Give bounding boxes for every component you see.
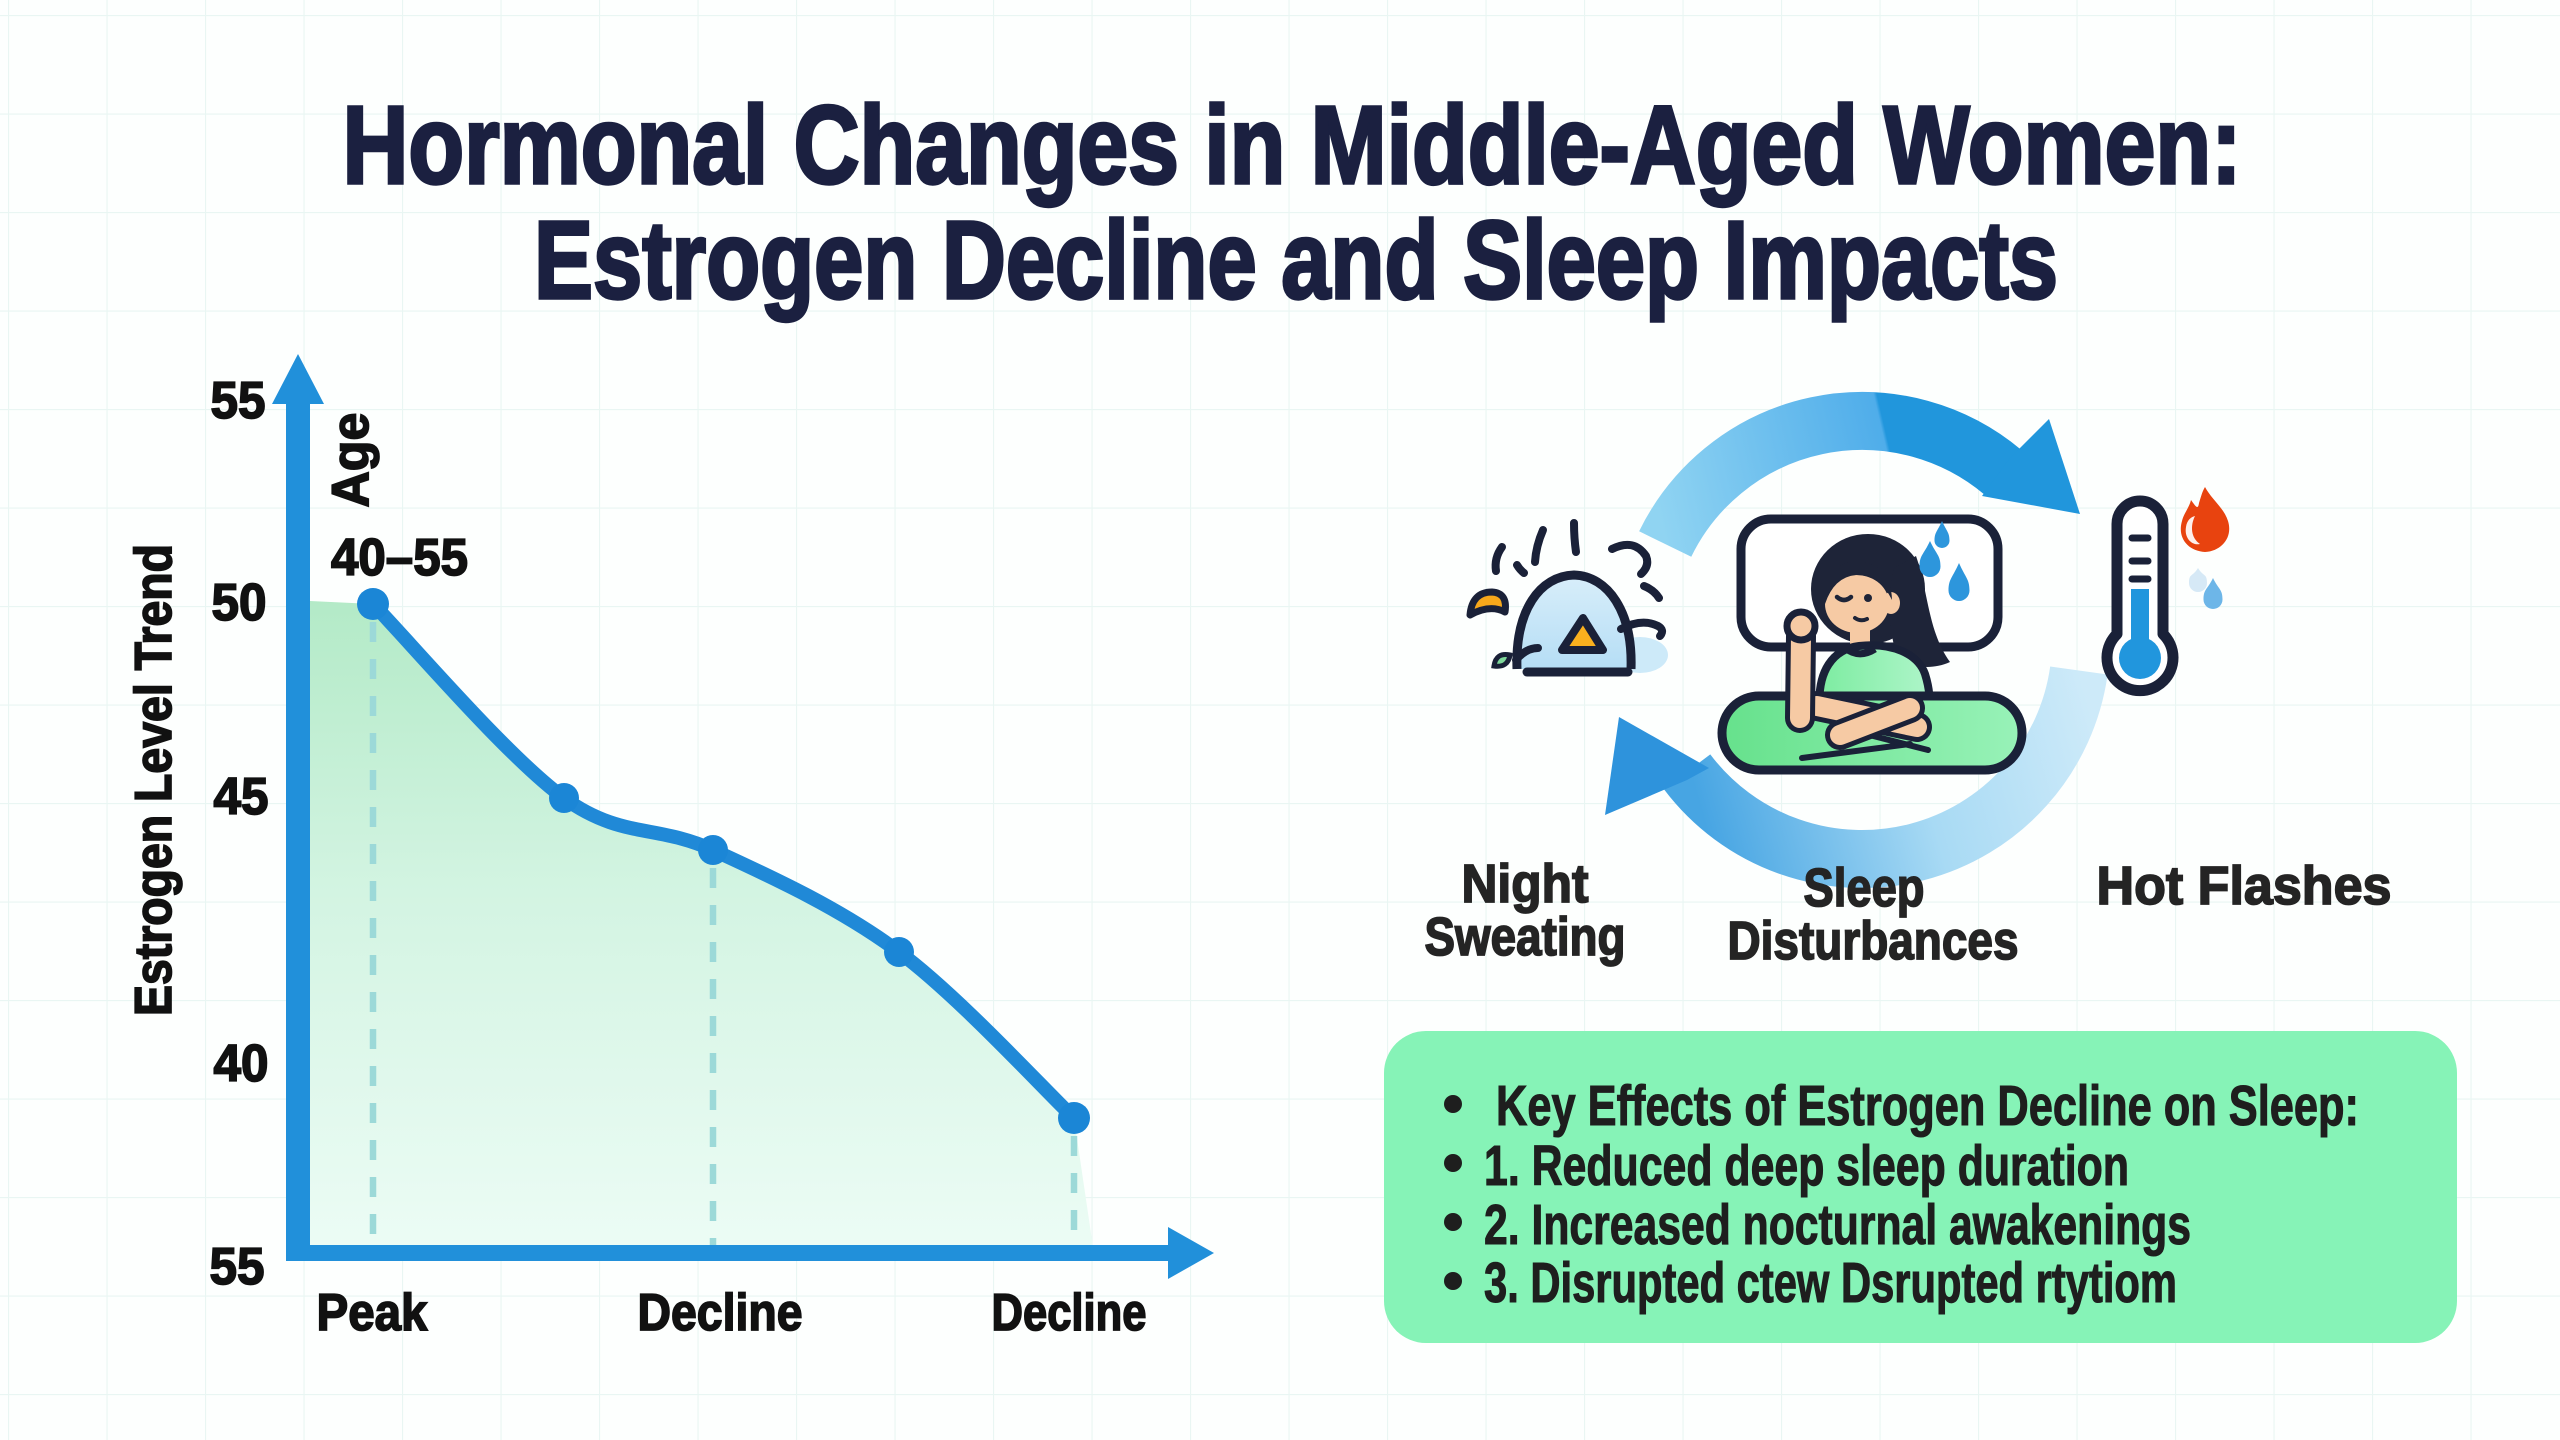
svg-text:55: 55: [211, 372, 266, 430]
svg-text:45: 45: [214, 768, 269, 826]
svg-text:Decline: Decline: [992, 1284, 1147, 1342]
svg-text:Decline: Decline: [638, 1284, 803, 1342]
svg-text:Estrogen Decline and Sleep Imp: Estrogen Decline and Sleep Impacts: [534, 199, 2058, 322]
svg-text:Peak: Peak: [317, 1284, 428, 1342]
svg-text:40: 40: [214, 1035, 269, 1093]
svg-text:Hot Flashes: Hot Flashes: [2097, 856, 2392, 916]
svg-text:55: 55: [210, 1238, 265, 1296]
svg-text:Night: Night: [1462, 854, 1589, 914]
svg-text:50: 50: [212, 574, 267, 632]
svg-text:2. Increased nocturnal awakeni: 2. Increased nocturnal awakenings: [1484, 1193, 2191, 1257]
svg-text:3. Disrupted ctew Dsrupted rty: 3. Disrupted ctew Dsrupted rtytiom: [1484, 1251, 2177, 1315]
svg-text:Age: Age: [322, 413, 380, 508]
svg-text:Estrogen Level Trend: Estrogen Level Trend: [125, 544, 183, 1016]
svg-text:40–55: 40–55: [331, 529, 468, 587]
svg-text:Sleep: Sleep: [1804, 858, 1925, 918]
svg-text:Hormonal Changes in Middle-Age: Hormonal Changes in Middle-Aged Women:: [343, 84, 2242, 207]
svg-text:Sweating: Sweating: [1425, 907, 1626, 967]
svg-text:Disturbances: Disturbances: [1728, 911, 2019, 971]
svg-text:Key Effects of Estrogen Declin: Key Effects of Estrogen Decline on Sleep…: [1496, 1074, 2359, 1138]
svg-text:1. Reduced deep sleep duration: 1. Reduced deep sleep duration: [1484, 1134, 2129, 1198]
